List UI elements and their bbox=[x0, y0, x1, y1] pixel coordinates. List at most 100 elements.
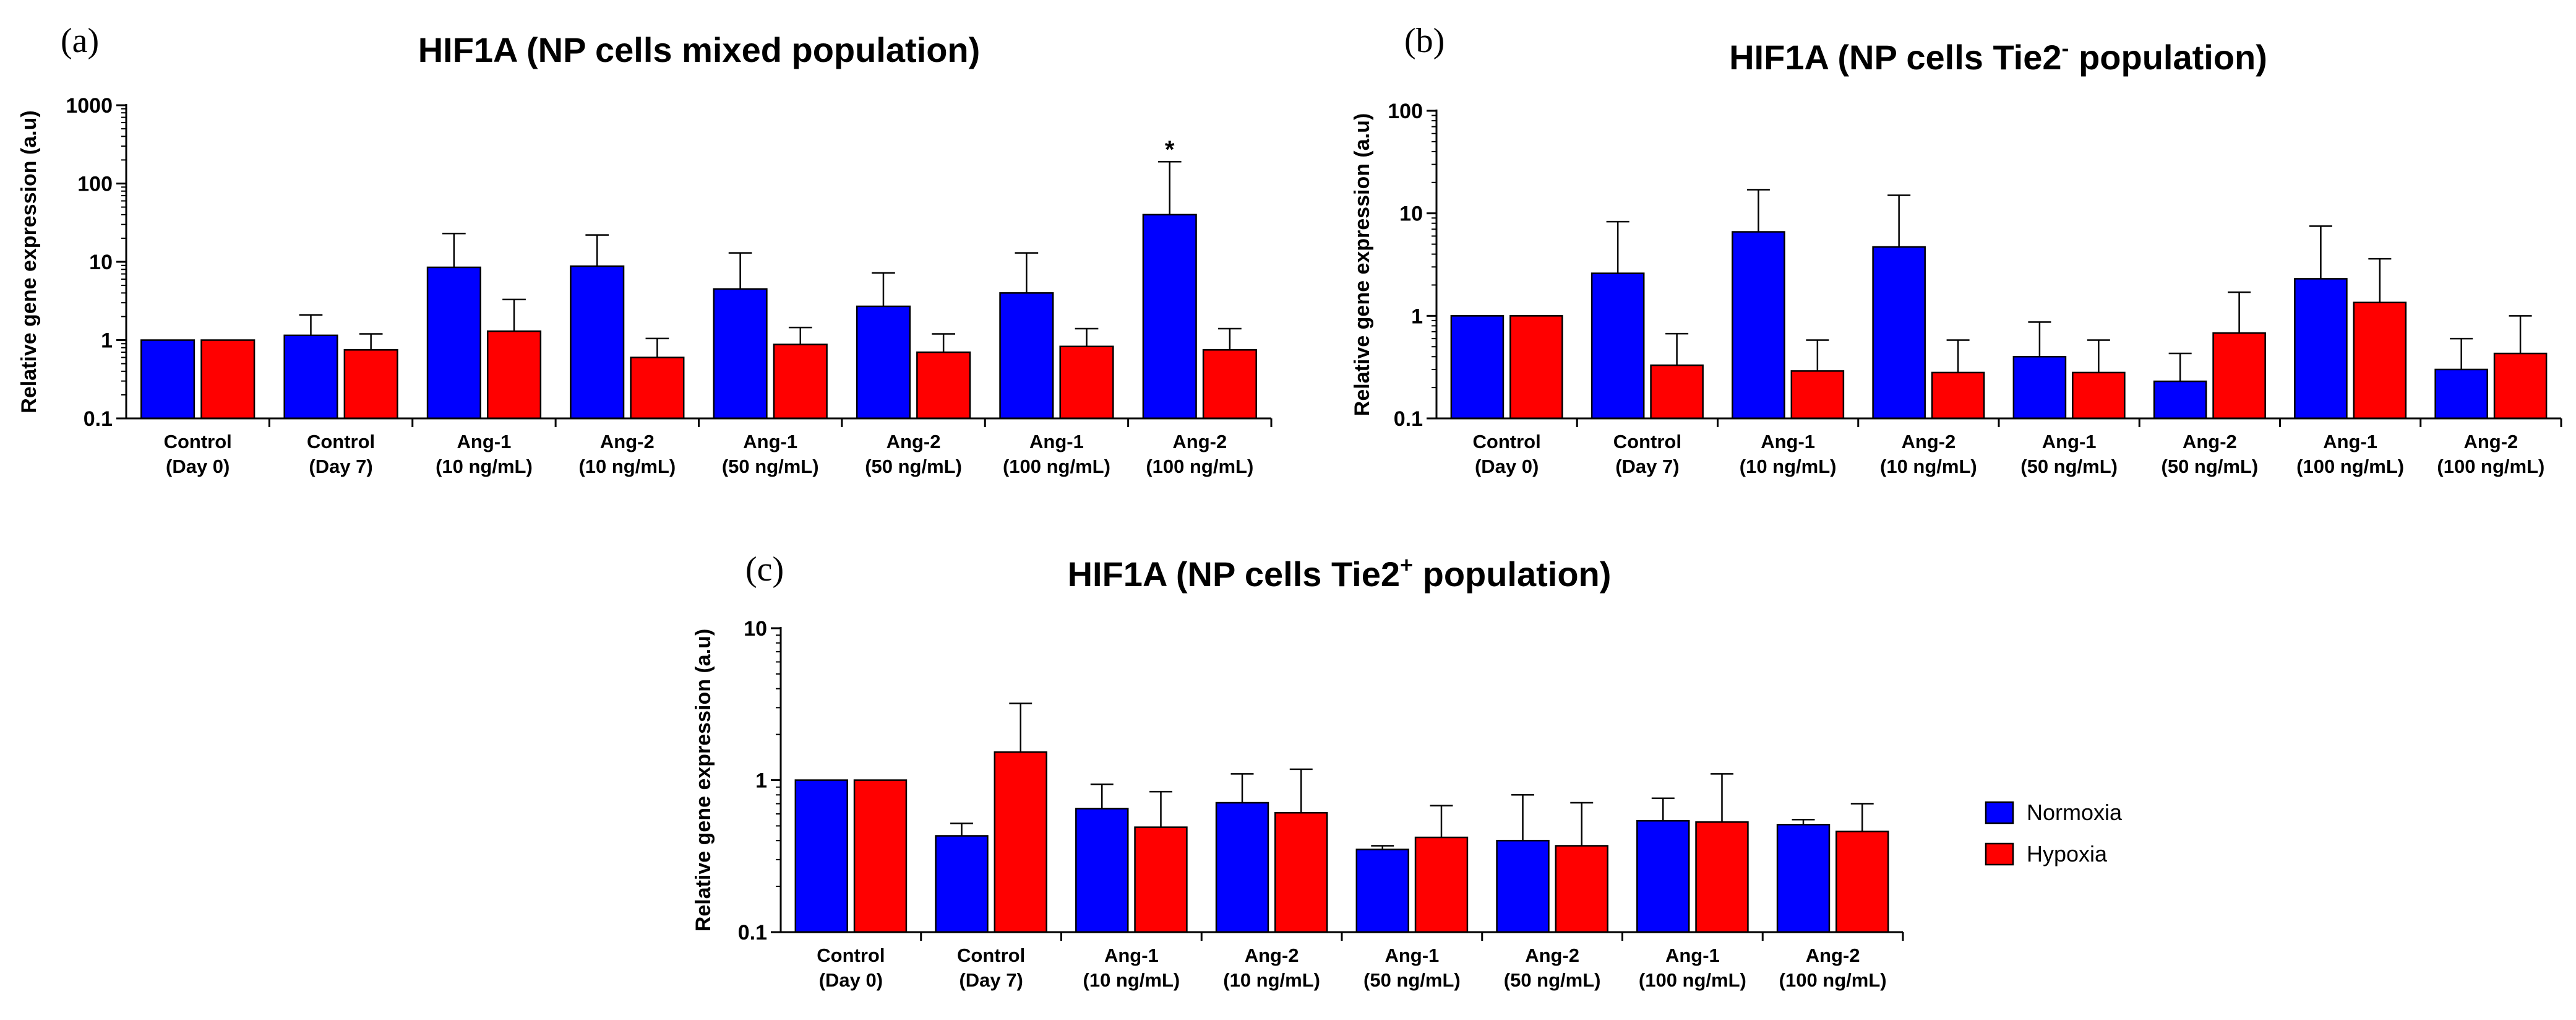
legend-swatch-normoxia bbox=[1985, 801, 2014, 824]
x-tick-label-line1: Ang-1 bbox=[457, 431, 512, 452]
bar-hypoxia-5 bbox=[1414, 836, 1469, 933]
bar-normoxia-2 bbox=[935, 835, 989, 933]
x-tick-label-line1: Ang-1 bbox=[1761, 431, 1815, 452]
x-tick-label-line2: (Day 7) bbox=[1615, 456, 1679, 477]
x-tick-label-line2: (Day 0) bbox=[166, 456, 230, 477]
x-tick-label-line2: (50 ng/mL) bbox=[1504, 969, 1601, 991]
x-tick-label-line1: Control bbox=[307, 431, 375, 452]
x-tick-label-line1: Ang-2 bbox=[1245, 944, 1299, 966]
title-text: population) bbox=[2069, 38, 2267, 77]
y-tick-label: 1 bbox=[101, 329, 113, 353]
bar-hypoxia-7 bbox=[2353, 301, 2407, 420]
bar-hypoxia-8 bbox=[1835, 831, 1889, 933]
y-tick-label: 10 bbox=[1399, 202, 1423, 226]
title-text: HIF1A (NP cells mixed population) bbox=[418, 30, 981, 69]
x-tick-label-line2: (100 ng/mL) bbox=[1779, 969, 1887, 991]
y-tick-label: 1 bbox=[755, 769, 767, 793]
title-text: HIF1A (NP cells Tie2 bbox=[1729, 38, 2061, 77]
bar-hypoxia-4 bbox=[1274, 811, 1328, 933]
bar-normoxia-6 bbox=[2153, 380, 2207, 420]
x-tick-label-line1: Ang-2 bbox=[2463, 431, 2518, 452]
x-tick-label-line2: (10 ng/mL) bbox=[1083, 969, 1180, 991]
chart-panel-3: (c) HIF1A (NP cells Tie2+ population) Rela… bbox=[692, 550, 1904, 991]
bar-hypoxia-7 bbox=[1059, 345, 1114, 420]
bar-normoxia-4 bbox=[1872, 246, 1926, 420]
bar-hypoxia-2 bbox=[994, 751, 1047, 933]
bar-hypoxia-3 bbox=[1790, 370, 1845, 420]
title-text: population) bbox=[1413, 555, 1611, 594]
bar-normoxia-1 bbox=[1450, 315, 1505, 420]
x-tick-label-line1: Ang-1 bbox=[1104, 944, 1159, 966]
y-axis-label: Relative gene expression (a.u) bbox=[692, 629, 715, 931]
y-tick-label: 0.1 bbox=[1394, 407, 1423, 431]
bar-normoxia-5 bbox=[2012, 356, 2067, 420]
bar-normoxia-6 bbox=[1496, 839, 1550, 933]
bar-normoxia-5 bbox=[1355, 849, 1409, 933]
x-tick-label-line2: (100 ng/mL) bbox=[1639, 969, 1746, 991]
x-tick-label-line1: Ang-1 bbox=[1385, 944, 1439, 966]
y-tick-label: 0.1 bbox=[84, 407, 113, 431]
x-tick-label-line1: Ang-2 bbox=[2183, 431, 2237, 452]
chart-panel-1: (a) HIF1A (NP cells mixed population) Rela… bbox=[17, 22, 1273, 477]
x-tick-label-line1: Ang-2 bbox=[1172, 431, 1227, 452]
bar-hypoxia-1 bbox=[200, 339, 255, 420]
y-axis-label: Relative gene expression (a.u) bbox=[17, 110, 41, 413]
x-tick-label-line2: (10 ng/mL) bbox=[1223, 969, 1320, 991]
legend: Normoxia Hypoxia bbox=[1985, 800, 2123, 867]
x-tick-label-line2: (10 ng/mL) bbox=[1740, 456, 1837, 477]
x-tick-label-line2: (100 ng/mL) bbox=[2437, 456, 2544, 477]
x-tick-label-line2: (50 ng/mL) bbox=[722, 456, 819, 477]
bar-hypoxia-6 bbox=[2212, 332, 2266, 420]
x-tick-label-line2: (50 ng/mL) bbox=[1363, 969, 1461, 991]
x-tick-label-line1: Ang-2 bbox=[887, 431, 941, 452]
bar-hypoxia-5 bbox=[2072, 371, 2126, 420]
title-superscript: - bbox=[2062, 35, 2069, 61]
x-tick-label-line2: (50 ng/mL) bbox=[2162, 456, 2259, 477]
bar-hypoxia-8 bbox=[1202, 349, 1257, 420]
y-tick-label: 1000 bbox=[66, 94, 113, 118]
x-tick-label-line1: Control bbox=[1473, 431, 1541, 452]
bar-normoxia-2 bbox=[283, 334, 338, 420]
x-tick-label-line2: (50 ng/mL) bbox=[865, 456, 962, 477]
panel-label: (c) bbox=[745, 550, 784, 589]
legend-swatch-hypoxia bbox=[1985, 842, 2014, 866]
bar-hypoxia-6 bbox=[1555, 845, 1608, 933]
title-superscript: + bbox=[1400, 552, 1413, 577]
bar-hypoxia-1 bbox=[853, 779, 908, 933]
x-tick-label-line1: Ang-2 bbox=[1806, 944, 1860, 966]
bar-normoxia-7 bbox=[2294, 278, 2348, 420]
x-tick-label-line2: (Day 7) bbox=[959, 969, 1023, 991]
bar-normoxia-1 bbox=[140, 339, 195, 420]
x-tick-label-line1: Control bbox=[817, 944, 885, 966]
x-tick-label-line2: (Day 0) bbox=[1475, 456, 1539, 477]
panel-label: (a) bbox=[61, 22, 99, 60]
x-tick-label-line2: (100 ng/mL) bbox=[1003, 456, 1110, 477]
y-tick-label: 0.1 bbox=[738, 921, 767, 944]
y-tick-label: 10 bbox=[89, 251, 113, 274]
x-tick-label-line2: (Day 0) bbox=[819, 969, 883, 991]
x-tick-label-line2: (50 ng/mL) bbox=[2020, 456, 2118, 477]
x-tick-label-line2: (10 ng/mL) bbox=[436, 456, 533, 477]
chart-panel-2: (b) HIF1A (NP cells Tie2- population) Rela… bbox=[1350, 22, 2562, 477]
bar-hypoxia-2 bbox=[343, 349, 398, 420]
x-tick-label-line1: Ang-2 bbox=[1901, 431, 1956, 452]
bar-normoxia-5 bbox=[713, 288, 768, 420]
bar-normoxia-4 bbox=[1215, 802, 1269, 933]
chart-title: HIF1A (NP cells Tie2+ population) bbox=[1068, 552, 1612, 594]
y-tick-label: 100 bbox=[77, 173, 113, 196]
bar-normoxia-3 bbox=[426, 266, 481, 420]
panel-label: (b) bbox=[1404, 22, 1445, 60]
bar-hypoxia-4 bbox=[630, 357, 685, 420]
bar-hypoxia-6 bbox=[916, 351, 971, 420]
y-tick-label: 1 bbox=[1411, 305, 1423, 328]
bar-normoxia-6 bbox=[856, 305, 911, 420]
bar-hypoxia-3 bbox=[1134, 826, 1188, 933]
bar-normoxia-8 bbox=[2434, 368, 2488, 420]
x-tick-label-line1: Control bbox=[164, 431, 232, 452]
x-tick-label-line1: Ang-2 bbox=[1525, 944, 1579, 966]
bar-normoxia-3 bbox=[1732, 231, 1785, 420]
bar-hypoxia-8 bbox=[2493, 352, 2548, 420]
bar-hypoxia-7 bbox=[1695, 821, 1749, 933]
significance-marker: * bbox=[1165, 136, 1175, 163]
